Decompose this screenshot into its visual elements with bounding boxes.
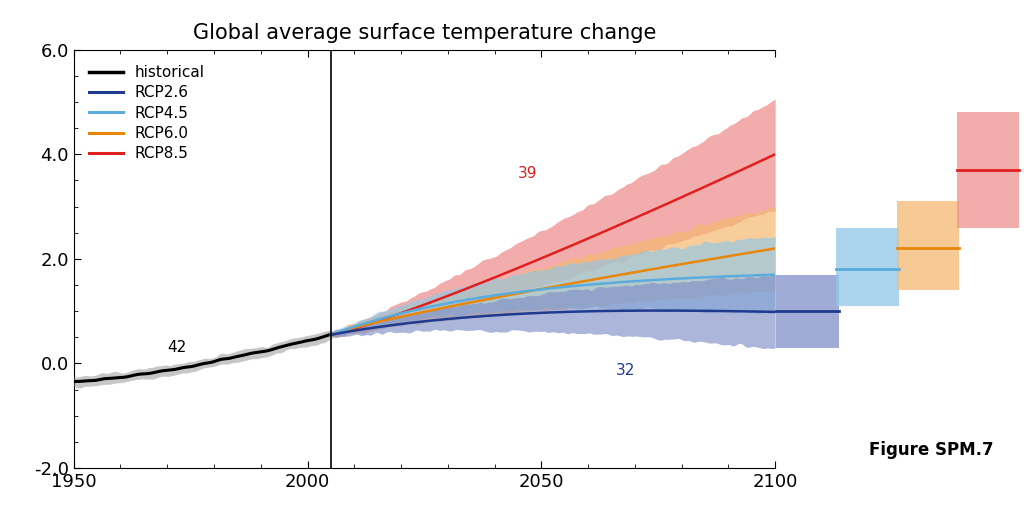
Bar bbox=[776, 275, 839, 348]
Text: 32: 32 bbox=[615, 363, 635, 378]
Legend: historical, RCP2.6, RCP4.5, RCP6.0, RCP8.5: historical, RCP2.6, RCP4.5, RCP6.0, RCP8… bbox=[81, 58, 212, 169]
Title: Global average surface temperature change: Global average surface temperature chang… bbox=[193, 22, 656, 42]
Bar bbox=[956, 112, 1019, 228]
Text: Figure SPM.7: Figure SPM.7 bbox=[868, 441, 993, 459]
Bar bbox=[897, 201, 959, 290]
Bar bbox=[837, 228, 899, 306]
Text: 42: 42 bbox=[167, 340, 186, 355]
Text: 39: 39 bbox=[517, 166, 537, 181]
